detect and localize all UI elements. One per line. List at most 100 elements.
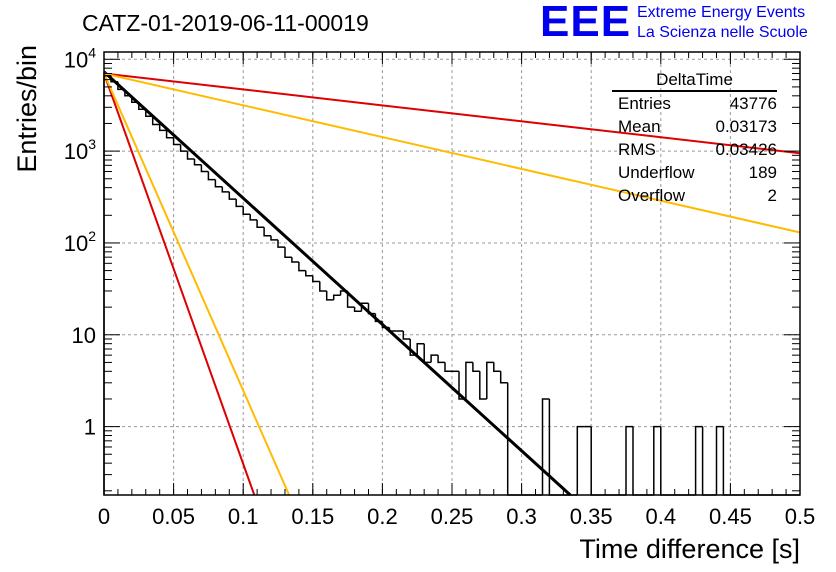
histogram-bin — [722, 426, 731, 496]
histogram-bin — [319, 281, 327, 292]
stats-value: 0.03426 — [715, 140, 777, 159]
histogram-bin — [193, 159, 202, 166]
stats-row-rms: RMS 0.03426 — [612, 138, 777, 161]
histogram-bin — [242, 206, 251, 216]
histogram-bin — [653, 425, 661, 495]
fit-line — [103, 72, 801, 155]
histogram-bin — [339, 290, 348, 296]
x-tick-label: 0.45 — [709, 504, 752, 529]
histogram-bin — [660, 426, 668, 496]
histogram-bin — [249, 214, 258, 221]
histogram-bin — [158, 124, 167, 132]
y-tick-label: 102 — [64, 228, 96, 256]
histogram-bin — [625, 425, 633, 495]
histogram-bin — [381, 321, 390, 329]
histogram-bin — [186, 151, 195, 160]
x-axis-label: Time difference [s] — [579, 534, 800, 564]
histogram-bin — [291, 257, 299, 263]
stats-title: DeltaTime — [612, 70, 777, 92]
histogram-bin — [479, 371, 487, 400]
histogram-bin — [472, 362, 480, 373]
y-tick-label: 103 — [64, 136, 96, 164]
stats-row-mean: Mean 0.03173 — [612, 115, 777, 138]
histogram-bin — [437, 355, 445, 364]
x-tick-label: 0.35 — [570, 504, 613, 529]
plot-title: CATZ-01-2019-06-11-00019 — [82, 10, 369, 36]
stats-row-entries: Entries 43776 — [612, 92, 777, 115]
histogram-bin — [305, 270, 313, 277]
histogram-bin — [277, 239, 285, 248]
histogram-bin — [694, 425, 703, 495]
x-tick-label: 0.2 — [367, 504, 398, 529]
histogram-bin — [117, 81, 125, 91]
histogram-bin — [374, 313, 383, 323]
histogram-bin — [235, 199, 244, 208]
logo-line1: Extreme Energy Events — [637, 4, 806, 21]
fit-line — [103, 72, 801, 234]
histogram-bin — [221, 186, 230, 193]
histogram-bin — [131, 95, 139, 104]
histogram-bin — [214, 179, 223, 188]
x-tick-label: 0.1 — [228, 504, 259, 529]
eee-logo: EEE Extreme Energy Events La Scienza nel… — [540, 0, 830, 46]
x-tick-label: 0.4 — [646, 504, 677, 529]
y-tick-label: 1 — [84, 415, 96, 440]
fit-line — [102, 70, 572, 497]
stats-label: Underflow — [618, 163, 695, 182]
histogram-bin — [576, 425, 585, 495]
histogram-bin — [325, 291, 334, 301]
histogram-bin — [298, 262, 306, 272]
plot-frame — [103, 51, 801, 496]
histogram-bin — [423, 343, 432, 364]
histogram-bin — [701, 426, 710, 496]
histogram-bin — [151, 116, 160, 126]
histogram-bin — [263, 227, 271, 237]
grid — [104, 52, 800, 495]
histogram-bin — [715, 425, 724, 495]
x-tick-labels: 0 0.05 0.1 0.15 0.2 0.25 0.3 0.35 0.4 0.45 0.5 — [98, 504, 815, 529]
histogram-bin — [444, 362, 452, 373]
histogram-bin — [360, 302, 369, 312]
y-tick-labels: 1 10 102 103 104 — [64, 44, 96, 439]
histogram-bin — [200, 164, 209, 173]
axes-box — [103, 51, 801, 496]
stats-label: Entries — [618, 94, 671, 113]
y-tick-label: 104 — [64, 44, 96, 72]
stats-row-overflow: Overflow 2 — [612, 184, 777, 207]
x-tick-label: 0.25 — [431, 504, 474, 529]
x-tick-label: 0.5 — [785, 504, 816, 529]
histogram-bin — [353, 307, 362, 313]
histogram-bin — [367, 303, 376, 315]
histogram-bin — [110, 75, 118, 83]
histogram-bin — [284, 247, 292, 258]
histogram-bin — [493, 362, 501, 373]
histogram-bin — [332, 294, 341, 300]
histogram-bin — [486, 361, 494, 399]
histogram-bin — [541, 398, 550, 495]
histogram-bin — [270, 235, 278, 241]
fit-line — [103, 73, 291, 496]
stats-value: 0.03173 — [715, 117, 777, 136]
histogram-bin — [145, 109, 153, 117]
histogram-bin — [124, 89, 132, 97]
histogram-bin — [458, 371, 466, 400]
stats-value: 2 — [767, 186, 777, 205]
histogram-bin — [388, 327, 397, 332]
histogram-bin — [228, 191, 237, 200]
x-tick-label: 0.05 — [152, 504, 195, 529]
fit-lines — [102, 70, 801, 497]
stats-value: 189 — [748, 163, 777, 182]
y-axis-label: Entries/bin — [12, 45, 42, 173]
histogram-bin — [632, 426, 640, 496]
histogram-bin — [165, 130, 174, 139]
stats-label: Mean — [618, 117, 661, 136]
stats-row-underflow: Underflow 189 — [612, 161, 777, 184]
x-tick-label: 0 — [98, 504, 110, 529]
stats-box: DeltaTime Entries 43776 Mean 0.03173 RMS 0.… — [612, 70, 777, 207]
histogram-bin — [465, 361, 473, 399]
fit-line — [103, 73, 256, 496]
histogram-bin — [172, 137, 181, 146]
histogram-bin — [346, 291, 355, 308]
stats-label: RMS — [618, 140, 656, 159]
